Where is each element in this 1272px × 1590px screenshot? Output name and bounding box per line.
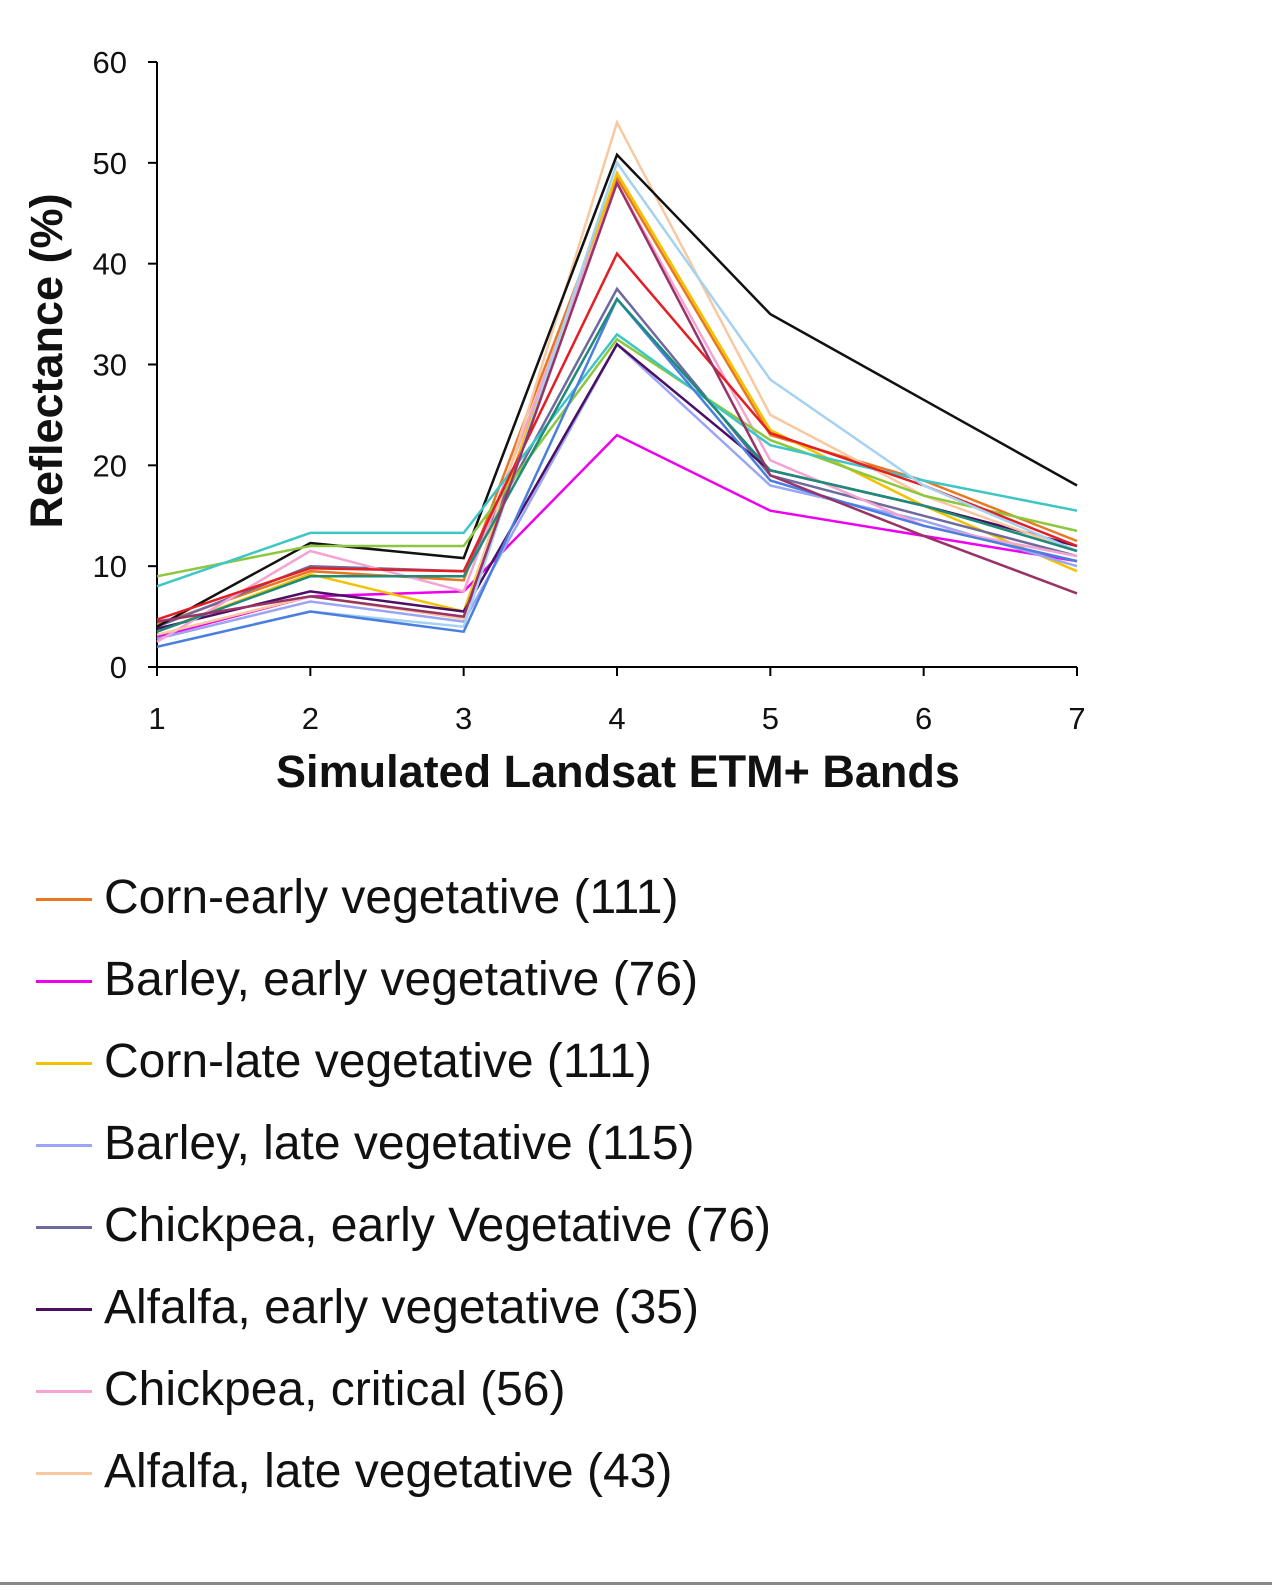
series-line bbox=[156, 169, 1078, 633]
legend-swatch bbox=[36, 1390, 92, 1393]
series-line bbox=[156, 296, 1078, 633]
legend-item: Alfalfa, late vegetative (43) bbox=[36, 1434, 1236, 1516]
x-tick-label: 7 bbox=[1068, 701, 1085, 736]
line-chart: 0 10 20 30 40 50 60 1 2 3 4 5 6 7 Simulated Landsat E… bbox=[21, 45, 1086, 797]
legend-item: Barley, early vegetative (76) bbox=[36, 942, 1236, 1024]
series-line bbox=[156, 433, 1078, 639]
legend-label: Chickpea, early Vegetative (76) bbox=[104, 1199, 772, 1252]
y-tick-label: 0 bbox=[110, 650, 127, 685]
series-line bbox=[156, 332, 1078, 588]
legend-label: Alfalfa, early vegetative (35) bbox=[104, 1281, 699, 1334]
legend-label: Alfalfa, late vegetative (43) bbox=[104, 1445, 673, 1498]
y-tick-label: 30 bbox=[93, 348, 127, 383]
legend-label: Chickpea, critical (56) bbox=[104, 1363, 566, 1416]
x-tick-label: 6 bbox=[915, 701, 932, 736]
legend-item: Barley, late vegetative (115) bbox=[36, 1106, 1236, 1188]
x-tick-label: 5 bbox=[762, 701, 779, 736]
legend-swatch bbox=[36, 1226, 92, 1229]
series-line bbox=[156, 152, 1078, 628]
y-tick-label: 10 bbox=[93, 549, 127, 584]
chart-legend: Corn-early vegetative (111) Barley, early… bbox=[36, 860, 1236, 1516]
x-tick-label: 4 bbox=[608, 701, 625, 736]
legend-label: Corn-late vegetative (111) bbox=[104, 1035, 652, 1088]
x-tick-label: 3 bbox=[455, 701, 472, 736]
x-tick-label: 1 bbox=[148, 701, 165, 736]
x-tick-label: 2 bbox=[302, 701, 319, 736]
legend-swatch bbox=[36, 1472, 92, 1475]
series-line bbox=[156, 286, 1078, 628]
legend-label: Corn-early vegetative (111) bbox=[104, 871, 679, 924]
y-tick-label: 50 bbox=[93, 146, 127, 181]
legend-item: Corn-early vegetative (111) bbox=[36, 860, 1236, 942]
legend-swatch bbox=[36, 898, 92, 901]
legend-swatch bbox=[36, 1144, 92, 1147]
y-tick-label: 20 bbox=[93, 448, 127, 483]
y-axis-title: Reflectance (%) bbox=[21, 193, 72, 528]
bottom-divider bbox=[0, 1582, 1272, 1585]
series-line bbox=[156, 175, 1078, 626]
legend-label: Barley, early vegetative (76) bbox=[104, 953, 699, 1006]
y-tick-label: 60 bbox=[93, 45, 127, 80]
legend-item: Chickpea, critical (56) bbox=[36, 1352, 1236, 1434]
legend-item: Chickpea, early Vegetative (76) bbox=[36, 1188, 1236, 1270]
x-axis-title: Simulated Landsat ETM+ Bands bbox=[276, 746, 960, 797]
series-line bbox=[156, 337, 1078, 578]
legend-item: Corn-late vegetative (111) bbox=[36, 1024, 1236, 1106]
series-line bbox=[156, 119, 1078, 636]
axes: 0 10 20 30 40 50 60 1 2 3 4 5 6 7 bbox=[93, 45, 1086, 736]
series-lines bbox=[156, 119, 1078, 649]
legend-swatch bbox=[36, 1062, 92, 1065]
series-line bbox=[156, 179, 1078, 623]
legend-swatch bbox=[36, 1308, 92, 1311]
y-tick-label: 40 bbox=[93, 247, 127, 282]
legend-swatch bbox=[36, 980, 92, 983]
legend-label: Barley, late vegetative (115) bbox=[104, 1117, 695, 1170]
legend-item: Alfalfa, early vegetative (35) bbox=[36, 1270, 1236, 1352]
